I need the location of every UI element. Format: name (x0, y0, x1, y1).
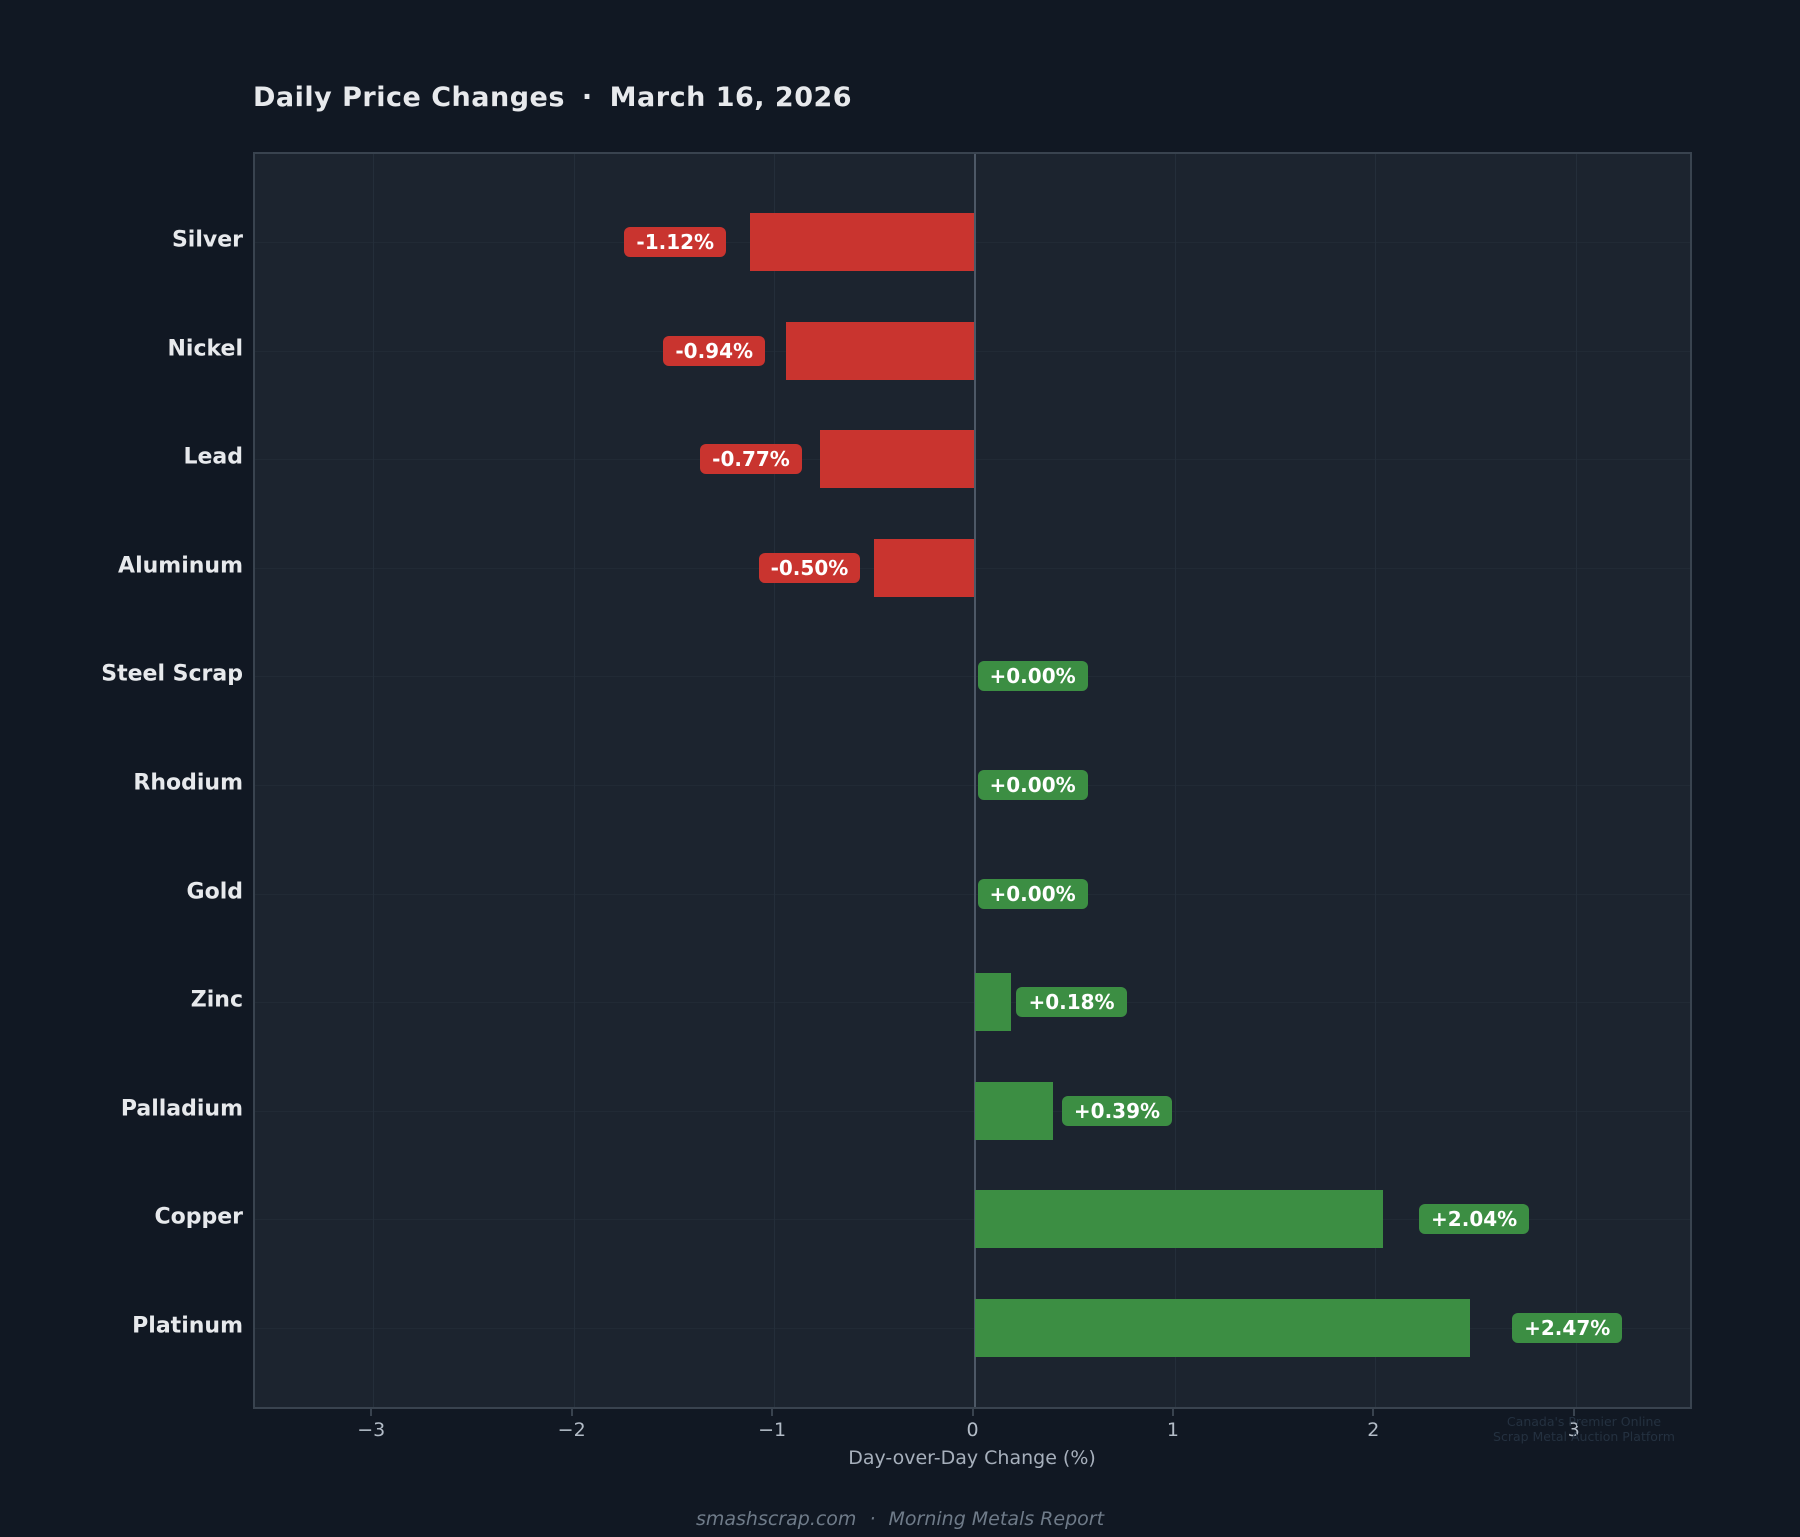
footer-separator: · (869, 1508, 876, 1530)
x-tick-mark--3 (370, 1409, 373, 1416)
value-label-lead: -0.77% (700, 444, 802, 475)
value-label-rhodium: +0.00% (977, 770, 1088, 800)
watermark-line1: Canada's Premier Online (1506, 1414, 1662, 1429)
x-tick-mark-1 (1171, 1409, 1174, 1416)
bar-aluminum (874, 538, 975, 597)
category-label-nickel: Nickel (167, 336, 244, 362)
value-label-platinum: +2.47% (1512, 1313, 1623, 1343)
gridline-y-palladium (255, 1110, 1690, 1112)
category-label-rhodium: Rhodium (133, 770, 243, 796)
gridline-y-copper (255, 1219, 1690, 1221)
category-label-copper: Copper (154, 1204, 243, 1230)
title-text: Daily Price Changes (253, 82, 565, 113)
x-tick-label--3: −3 (357, 1419, 386, 1441)
gridline-x-2 (1375, 154, 1377, 1407)
x-tick-label-2: 2 (1367, 1419, 1380, 1441)
x-tick-mark--1 (771, 1409, 774, 1416)
bar-palladium (974, 1081, 1053, 1140)
value-label-palladium: +0.39% (1061, 1095, 1173, 1126)
bar-nickel (786, 321, 975, 380)
x-tick-mark-3 (1572, 1409, 1575, 1416)
value-label-zinc: +0.18% (1016, 987, 1127, 1018)
gridline-x--2 (573, 154, 575, 1407)
x-tick-mark-2 (1372, 1409, 1375, 1416)
gridline-x--1 (774, 154, 776, 1407)
x-tick-label-3: 3 (1567, 1419, 1580, 1441)
footer-site: smashscrap.com (695, 1508, 857, 1530)
category-label-gold: Gold (186, 879, 243, 905)
bar-zinc (974, 973, 1011, 1032)
footer: smashscrap.com · Morning Metals Report (0, 1508, 1800, 1530)
category-label-silver: Silver (171, 227, 243, 253)
plot-area: -1.12% -0.94% -0.77% -0.50% +0.00% +0.00% +0.0… (253, 152, 1692, 1409)
gridline-x-3 (1575, 154, 1577, 1407)
zero-line (973, 154, 976, 1407)
bar-copper (974, 1190, 1384, 1249)
value-label-silver: -1.12% (624, 227, 727, 257)
watermark-line2: Scrap Metal Auction Platform (1493, 1429, 1675, 1444)
value-label-steel-scrap: +0.00% (977, 661, 1088, 692)
category-label-lead: Lead (183, 444, 243, 470)
value-label-aluminum: -0.50% (758, 552, 861, 583)
gridline-x-1 (1174, 154, 1176, 1407)
category-label-platinum: Platinum (132, 1313, 243, 1339)
gridline-y-gold (255, 893, 1690, 895)
x-tick-label--1: −1 (758, 1419, 787, 1441)
watermark: Canada's Premier Online Scrap Metal Auct… (1493, 1414, 1675, 1444)
footer-report: Morning Metals Report (888, 1508, 1105, 1530)
gridline-y-steel-scrap (255, 676, 1690, 678)
x-tick-label--2: −2 (557, 1419, 586, 1441)
gridline-y-zinc (255, 1002, 1690, 1004)
page-title: Daily Price Changes · March 16, 2026 (253, 82, 852, 113)
title-date: March 16, 2026 (609, 82, 853, 113)
bar-lead (820, 430, 975, 489)
category-label-zinc: Zinc (190, 987, 243, 1013)
gridline-x--3 (373, 154, 375, 1407)
category-label-steel-scrap: Steel Scrap (101, 661, 243, 687)
category-label-palladium: Palladium (120, 1096, 243, 1122)
title-separator: · (581, 82, 593, 113)
x-tick-mark--2 (570, 1409, 573, 1416)
category-label-aluminum: Aluminum (118, 553, 243, 579)
gridline-y-rhodium (255, 785, 1690, 786)
bar-silver (750, 213, 975, 271)
x-tick-mark-0 (971, 1409, 974, 1416)
bar-platinum (974, 1299, 1470, 1357)
value-label-nickel: -0.94% (663, 335, 766, 366)
x-axis-title: Day-over-Day Change (%) (848, 1447, 1096, 1469)
x-tick-label-1: 1 (1166, 1419, 1179, 1441)
gridline-y-platinum (255, 1328, 1690, 1329)
x-tick-label-0: 0 (966, 1419, 979, 1441)
value-label-gold: +0.00% (977, 878, 1088, 909)
value-label-copper: +2.04% (1419, 1204, 1530, 1235)
